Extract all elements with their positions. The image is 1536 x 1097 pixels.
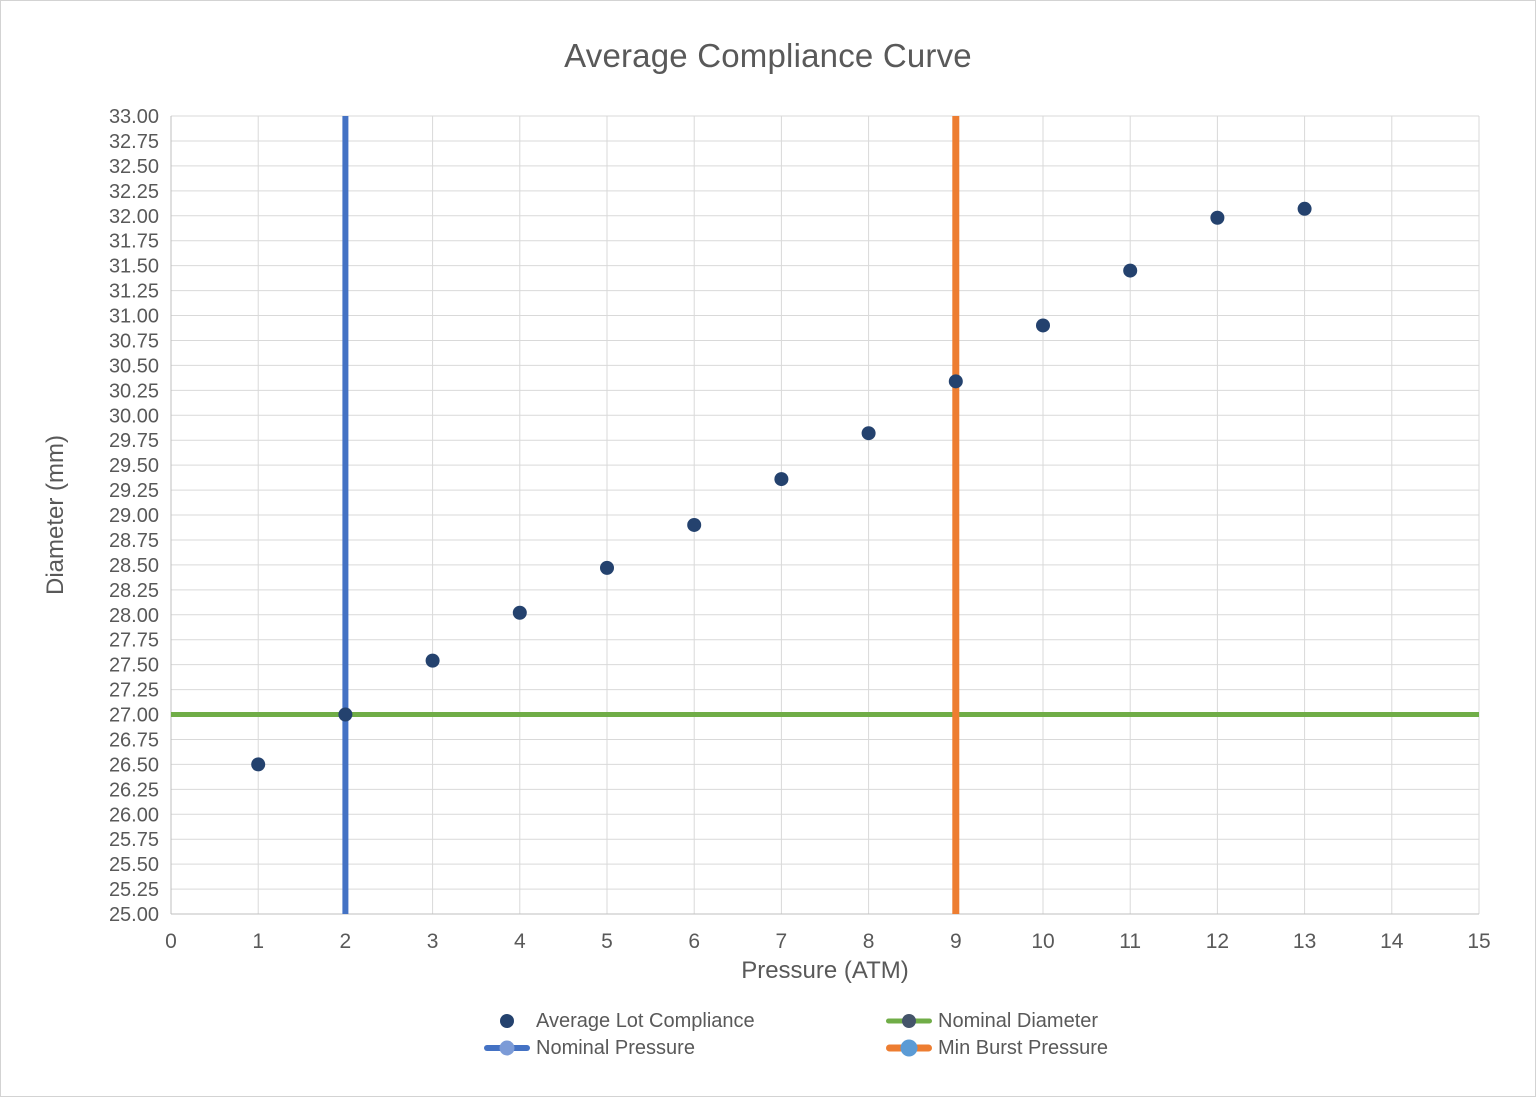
y-tick-label: 28.75 [109,530,159,552]
y-axis-title: Diameter (mm) [42,435,69,595]
x-tick-label: 1 [252,930,264,953]
y-tick-label: 27.75 [109,630,159,652]
legend-marker [484,1035,530,1061]
y-tick-label: 31.75 [109,231,159,253]
y-tick-label: 29.50 [109,455,159,477]
x-tick-label: 5 [601,930,613,953]
legend-dot-icon [500,1014,514,1028]
y-tick-label: 30.00 [109,405,159,427]
y-tick-label: 31.00 [109,306,159,328]
data-point [425,653,440,668]
y-tick-label: 28.50 [109,555,159,577]
y-tick-label: 25.25 [109,879,159,901]
y-tick-label: 33.00 [109,106,159,128]
y-tick-label: 27.00 [109,705,159,727]
y-tick-label: 32.50 [109,156,159,178]
legend-label: Nominal Pressure [536,1036,695,1059]
y-axis-title-wrap: Diameter (mm) [39,116,73,914]
y-tick-label: 28.00 [109,605,159,627]
x-tick-label: 14 [1380,930,1404,953]
y-tick-label: 26.75 [109,729,159,751]
legend-item-nominal-pressure: Nominal Pressure [484,1035,886,1061]
data-point [1036,318,1050,333]
legend-label: Min Burst Pressure [938,1036,1109,1059]
data-point [948,374,963,389]
x-tick-label: 4 [514,930,526,953]
y-tick-label: 30.25 [109,380,159,402]
legend-dot-icon [902,1014,916,1028]
y-tick-label: 27.50 [109,655,159,677]
legend-label: Average Lot Compliance [536,1009,755,1032]
y-tick-label: 27.25 [109,680,159,702]
legend-label: Nominal Diameter [938,1009,1099,1032]
x-tick-label: 6 [688,930,700,953]
x-tick-label: 15 [1467,930,1490,953]
data-point [774,472,789,487]
y-tick-label: 29.00 [109,505,159,527]
y-tick-label: 30.50 [109,355,159,377]
y-tick-label: 26.00 [109,804,159,826]
y-tick-label: 31.25 [109,281,159,303]
y-tick-label: 29.75 [109,430,159,452]
y-tick-label: 25.75 [109,829,159,851]
legend-item-average-lot-compliance: Average Lot Compliance [484,1008,886,1034]
data-point [338,707,353,722]
y-tick-label: 28.25 [109,580,159,602]
y-tick-label: 26.50 [109,754,159,776]
chart-title: Average Compliance Curve [564,37,972,74]
legend-marker [484,1008,530,1034]
y-tick-label: 32.75 [109,131,159,153]
data-point [1123,263,1138,278]
legend-dot-icon [900,1039,918,1057]
legend-marker [886,1008,932,1034]
y-tick-label: 29.25 [109,480,159,502]
data-point [861,426,876,441]
y-tick-label: 32.25 [109,181,159,203]
legend-item-nominal-diameter: Nominal Diameter [886,1008,1108,1034]
x-axis-title: Pressure (ATM) [741,957,909,984]
x-tick-label: 2 [340,930,352,953]
y-tick-label: 25.00 [109,904,159,926]
data-point [512,605,527,620]
legend: Average Lot Compliance Nominal Diameter … [484,1008,1108,1061]
y-tick-label: 25.50 [109,854,159,876]
legend-dot-icon [499,1040,515,1056]
legend-marker [886,1035,932,1061]
data-point [1210,210,1225,225]
x-tick-label: 0 [165,930,177,953]
data-point [1297,201,1312,216]
x-tick-label: 9 [950,930,962,953]
x-tick-label: 8 [863,930,875,953]
y-tick-label: 30.75 [109,330,159,352]
data-point [251,757,266,772]
data-point [600,560,614,575]
y-tick-label: 32.00 [109,206,159,228]
x-tick-label: 13 [1293,930,1316,953]
legend-item-min-burst-pressure: Min Burst Pressure [886,1035,1108,1061]
x-tick-label: 7 [776,930,788,953]
y-tick-label: 31.50 [109,256,159,278]
x-tick-label: 12 [1206,930,1229,953]
x-tick-label: 11 [1119,930,1141,953]
data-point [687,517,702,532]
x-tick-label: 10 [1031,930,1054,953]
y-tick-label: 26.25 [109,779,159,801]
x-tick-label: 3 [427,930,439,953]
